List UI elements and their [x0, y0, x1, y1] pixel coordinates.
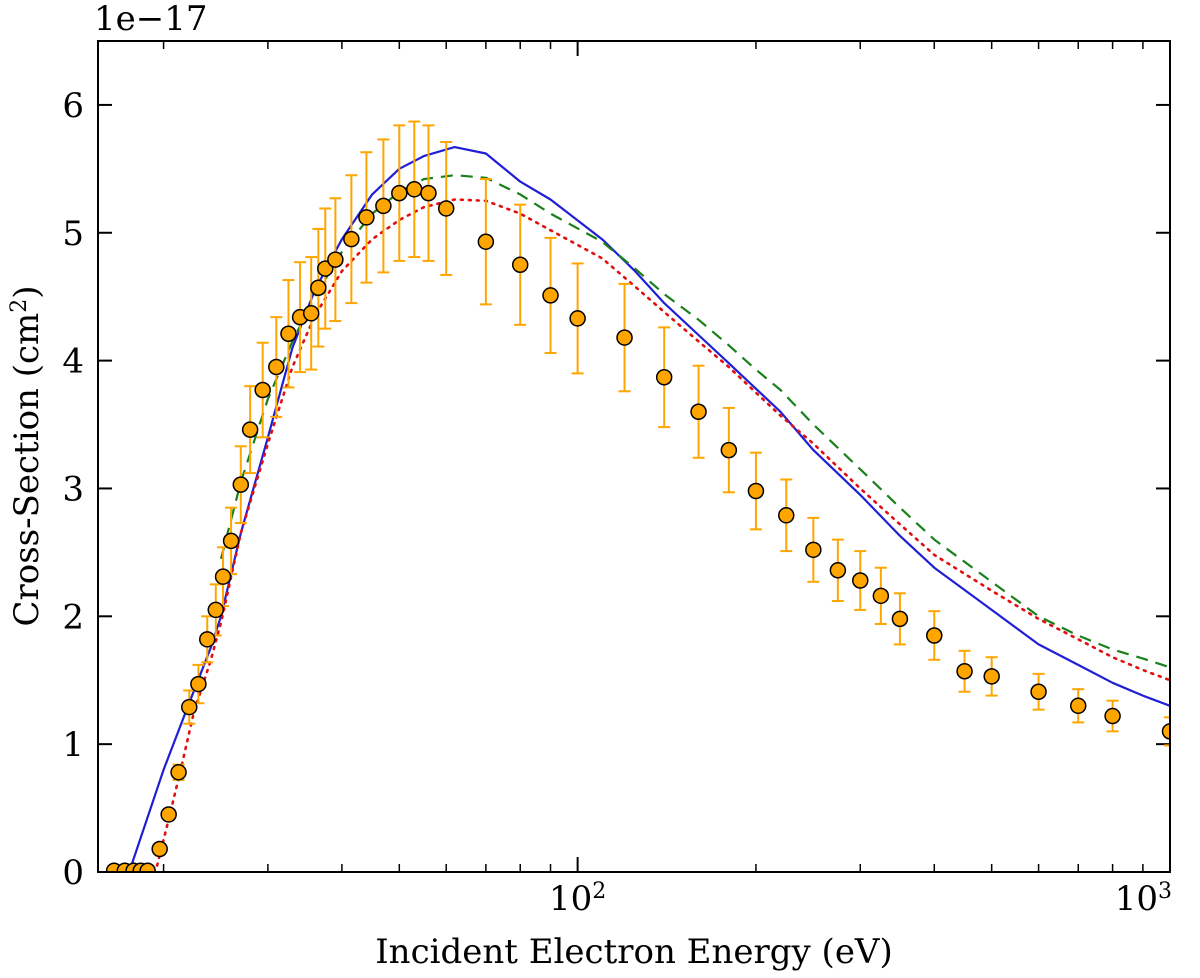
data-point — [1030, 683, 1047, 700]
data-point — [190, 675, 207, 693]
data-point — [214, 568, 232, 585]
y-axis-title: Cross-Section (cm2) — [7, 285, 48, 626]
data-point — [302, 305, 320, 322]
y-tick-label: 2 — [62, 597, 84, 637]
data-point — [170, 764, 187, 781]
data-point — [511, 256, 529, 273]
data-point — [420, 184, 437, 202]
data-point — [198, 631, 216, 648]
data-point — [852, 572, 869, 589]
x-tick-label-base: 10 — [549, 879, 592, 919]
data-point — [222, 532, 240, 550]
data-point — [690, 403, 707, 421]
data-point — [477, 233, 495, 250]
data-point — [268, 358, 285, 376]
data-point — [891, 610, 909, 628]
x-major-ticks: 102 103 — [549, 41, 1172, 919]
series-line-theory-solid — [128, 146, 1170, 872]
x-tick-label-base: 10 — [1115, 879, 1158, 919]
data-point — [358, 209, 375, 226]
data-point — [437, 200, 455, 217]
x-tick-label-exponent: 2 — [592, 879, 606, 904]
data-point — [207, 601, 225, 619]
data-point — [327, 251, 344, 268]
data-point — [655, 368, 673, 386]
data-point — [406, 181, 423, 198]
data-point — [139, 862, 156, 872]
plot-frame — [97, 40, 1171, 873]
y-axis-title-sup: 2 — [7, 299, 32, 313]
data-point — [569, 310, 586, 327]
data-point — [983, 668, 1000, 685]
data-point — [926, 627, 943, 644]
data-point — [151, 840, 168, 858]
data-point — [616, 329, 633, 346]
data-point — [254, 381, 271, 399]
x-axis-title: Incident Electron Energy (eV) — [375, 932, 893, 972]
data-point — [375, 197, 392, 215]
series-line-theory-dotted — [155, 198, 1170, 867]
y-tick-label: 0 — [62, 853, 84, 893]
data-point — [829, 562, 847, 579]
data-point — [241, 421, 259, 438]
data-point — [391, 184, 408, 202]
y-tick-label: 4 — [62, 342, 84, 382]
x-tick-label: 102 — [549, 879, 606, 920]
data-point — [956, 663, 973, 680]
y-axis-title-main: Cross-Section (cm — [7, 313, 47, 627]
y-offset-label: 1e−17 — [94, 0, 208, 39]
data-point — [1161, 723, 1170, 740]
data-point — [181, 698, 198, 716]
data-point — [777, 507, 795, 524]
data-point — [310, 279, 327, 296]
data-point — [720, 441, 738, 459]
data-point — [1104, 707, 1121, 725]
measurement-points — [105, 181, 1170, 872]
data-point — [805, 541, 822, 559]
data-point — [747, 482, 765, 500]
data-point — [872, 587, 890, 605]
y-axis-ticks: 0 1 2 3 4 5 6 — [62, 86, 1170, 893]
theory-curves — [128, 146, 1170, 872]
data-point — [232, 476, 250, 493]
x-tick-label: 103 — [1115, 879, 1172, 920]
data-point — [1069, 697, 1087, 715]
y-tick-label: 3 — [62, 469, 84, 509]
x-minor-ticks — [162, 41, 1144, 872]
y-tick-label: 6 — [62, 86, 84, 126]
x-tick-label-exponent: 3 — [1158, 879, 1172, 904]
data-point — [160, 806, 177, 823]
error-bars — [172, 120, 1170, 781]
data-point — [280, 325, 297, 343]
data-point — [343, 230, 360, 248]
data-point — [542, 287, 559, 304]
y-tick-label: 1 — [62, 725, 84, 765]
y-axis-title-close: ) — [7, 285, 47, 298]
y-tick-label: 5 — [62, 214, 84, 254]
